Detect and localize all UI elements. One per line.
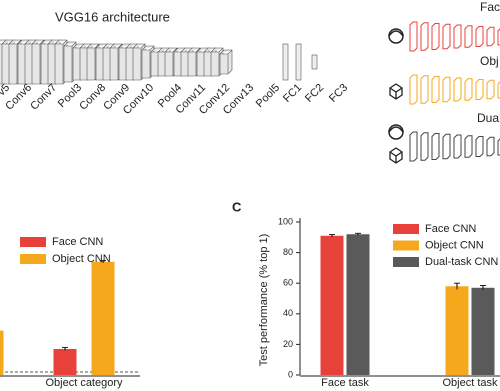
mini-layer (409, 131, 418, 162)
bar (91, 261, 115, 375)
mini-layer (464, 25, 473, 48)
x-tick-label: Object task (442, 377, 498, 389)
y-tick-label: 20 (283, 339, 293, 349)
mini-layer (420, 75, 429, 104)
mini-layer (420, 132, 429, 161)
y-tick-label: 80 (283, 247, 293, 257)
fc-block (282, 43, 289, 81)
network-label: Obj (480, 54, 499, 68)
layer-label: FC3 (327, 82, 350, 105)
mini-layer (442, 23, 451, 50)
mini-layer (475, 79, 484, 100)
mini-layer (442, 133, 451, 160)
bar (0, 330, 4, 375)
mini-layer (486, 136, 495, 157)
mini-layer (431, 23, 440, 50)
mini-layer (453, 134, 462, 159)
network-label: Dua (477, 111, 499, 125)
mini-layer (431, 76, 440, 103)
bar (445, 286, 469, 375)
mini-layer (453, 77, 462, 102)
legend-swatch (20, 237, 46, 247)
legend-label: Face CNN (425, 223, 476, 235)
mini-layer (475, 136, 484, 157)
fc-block (311, 54, 318, 70)
bar (471, 287, 495, 375)
fc-block (295, 43, 302, 81)
legend-label: Object CNN (52, 253, 111, 265)
legend-swatch (393, 240, 419, 251)
layer-label: Conv8 (77, 82, 108, 113)
layer-block (219, 49, 233, 75)
layer-label: Conv7 (28, 82, 59, 113)
bar (53, 348, 77, 375)
y-tick-label: 100 (278, 216, 293, 226)
mini-layer (486, 26, 495, 47)
mini-layer (475, 26, 484, 47)
layer-label: Pool5 (254, 82, 282, 110)
cube-icon (389, 83, 403, 164)
x-tick-label: Face task (321, 377, 369, 389)
face-icon (388, 28, 404, 140)
legend-label: Face CNN (52, 236, 103, 248)
y-axis-label: Test performance (% top 1) (258, 234, 270, 367)
mini-layer (464, 78, 473, 101)
panel-title: VGG16 architecture (55, 9, 170, 24)
legend-swatch (393, 257, 419, 267)
mini-layer (442, 76, 451, 103)
mini-layer (409, 21, 418, 52)
bar (320, 235, 344, 375)
mini-layer (409, 74, 418, 105)
legend-swatch (393, 224, 419, 234)
panel-label: C (232, 199, 242, 214)
y-tick-label: 60 (283, 278, 293, 288)
mini-layer (453, 24, 462, 49)
legend-label: Object CNN (425, 239, 484, 251)
mini-layer (420, 22, 429, 51)
legend-swatch (20, 254, 46, 264)
y-tick-label: 40 (283, 308, 293, 318)
mini-layer (431, 133, 440, 160)
mini-layer (486, 79, 495, 100)
layer-label: FC2 (303, 82, 326, 105)
legend-label: Dual-task CNN (425, 256, 498, 268)
y-tick-label: 0 (288, 369, 293, 379)
layer-label: FC1 (281, 82, 304, 105)
bar (346, 234, 370, 375)
network-label: Fac (480, 0, 500, 14)
x-tick-label: Object category (45, 377, 123, 389)
mini-layer (464, 135, 473, 158)
